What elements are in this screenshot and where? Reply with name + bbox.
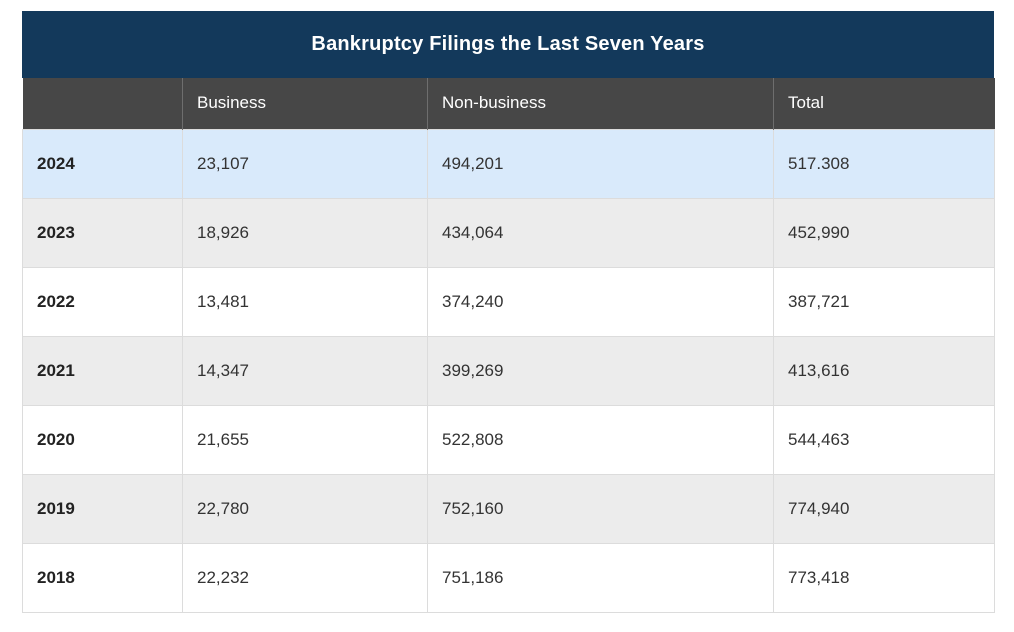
business-cell: 22,780 xyxy=(182,473,428,544)
total-cell: 413,616 xyxy=(773,335,995,406)
business-cell: 22,232 xyxy=(182,542,428,613)
table-row-2023: 2023 18,926 434,064 452,990 xyxy=(22,197,995,268)
non-business-cell: 494,201 xyxy=(427,128,774,199)
total-cell: 452,990 xyxy=(773,197,995,268)
table-row-2022: 2022 13,481 374,240 387,721 xyxy=(22,266,995,337)
table-header-row: Business Non-business Total xyxy=(22,78,995,129)
column-header-business: Business xyxy=(182,78,428,129)
total-cell: 774,940 xyxy=(773,473,995,544)
table-row-2018: 2018 22,232 751,186 773,418 xyxy=(22,542,995,613)
non-business-cell: 434,064 xyxy=(427,197,774,268)
column-header-total: Total xyxy=(773,78,995,129)
table-row-2019: 2019 22,780 752,160 774,940 xyxy=(22,473,995,544)
total-cell: 517.308 xyxy=(773,128,995,199)
year-cell: 2019 xyxy=(22,473,183,544)
non-business-cell: 374,240 xyxy=(427,266,774,337)
bankruptcy-filings-table-card: Bankruptcy Filings the Last Seven Years … xyxy=(22,11,995,613)
year-cell: 2020 xyxy=(22,404,183,475)
total-cell: 387,721 xyxy=(773,266,995,337)
total-cell: 773,418 xyxy=(773,542,995,613)
business-cell: 14,347 xyxy=(182,335,428,406)
column-header-year xyxy=(22,78,183,129)
total-cell: 544,463 xyxy=(773,404,995,475)
table-row-2021: 2021 14,347 399,269 413,616 xyxy=(22,335,995,406)
table-row-2024: 2024 23,107 494,201 517.308 xyxy=(22,128,995,199)
business-cell: 23,107 xyxy=(182,128,428,199)
year-cell: 2023 xyxy=(22,197,183,268)
year-cell: 2018 xyxy=(22,542,183,613)
business-cell: 13,481 xyxy=(182,266,428,337)
table-row-2020: 2020 21,655 522,808 544,463 xyxy=(22,404,995,475)
bankruptcy-filings-table: Business Non-business Total 2024 23,107 … xyxy=(22,78,995,613)
year-cell: 2021 xyxy=(22,335,183,406)
non-business-cell: 751,186 xyxy=(427,542,774,613)
business-cell: 18,926 xyxy=(182,197,428,268)
column-header-non-business: Non-business xyxy=(427,78,774,129)
non-business-cell: 522,808 xyxy=(427,404,774,475)
table-title: Bankruptcy Filings the Last Seven Years xyxy=(22,11,994,78)
year-cell: 2024 xyxy=(22,128,183,199)
non-business-cell: 752,160 xyxy=(427,473,774,544)
non-business-cell: 399,269 xyxy=(427,335,774,406)
business-cell: 21,655 xyxy=(182,404,428,475)
year-cell: 2022 xyxy=(22,266,183,337)
